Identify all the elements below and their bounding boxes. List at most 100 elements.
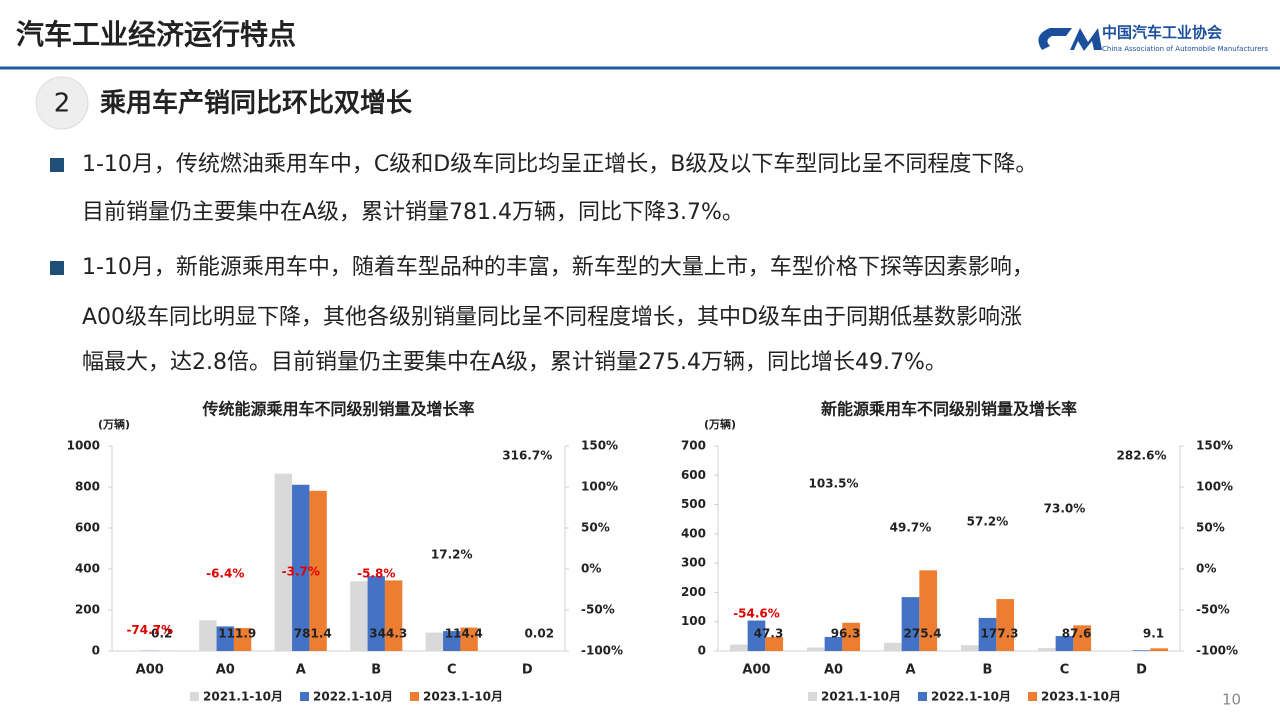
legend-swatch (808, 692, 817, 701)
x-tick-label: A00 (136, 663, 164, 678)
section-number: 2 (54, 89, 71, 119)
x-tick-label: A (296, 663, 306, 678)
bar (443, 631, 461, 651)
y2-tick-label: -50% (581, 603, 615, 617)
y-tick-label: 600 (681, 468, 706, 482)
y-tick-label: 100 (681, 614, 706, 628)
x-tick-label: C (1060, 663, 1070, 678)
legend-label: 2023.1-10月 (1041, 690, 1121, 704)
y2-tick-label: -100% (581, 644, 623, 658)
bar (460, 627, 478, 651)
bullet-text: 1-10月，传统燃油乘用车中，C级和D级车同比均呈正增长，B级及以下车型同比呈不… (82, 152, 1037, 177)
bar (274, 473, 293, 651)
x-tick-label: A (905, 663, 915, 678)
growth-label: 103.5% (809, 477, 859, 491)
y2-tick-label: 150% (581, 439, 618, 453)
y2-tick-label: -100% (1196, 644, 1238, 658)
y2-tick-label: -50% (1196, 603, 1230, 617)
bullet-text: 目前销量仍主要集中在A级，累计销量781.4万辆，同比下降3.7%。 (82, 200, 744, 225)
growth-label: 316.7% (502, 449, 552, 463)
legend-swatch (918, 692, 927, 701)
bar (978, 617, 997, 651)
y-axis-label: (万辆) (704, 417, 736, 431)
legend-label: 2022.1-10月 (313, 690, 393, 704)
bar (883, 642, 902, 651)
x-tick-label: A0 (824, 663, 843, 678)
data-label: 344.3 (369, 627, 407, 641)
y-tick-label: 1000 (67, 439, 100, 453)
bar (350, 581, 368, 651)
growth-label: 57.2% (967, 515, 1009, 529)
x-tick-label: A00 (742, 663, 770, 678)
y2-tick-label: 50% (1196, 521, 1225, 535)
bar (842, 622, 861, 651)
bar (425, 632, 444, 651)
data-label: 0.02 (524, 627, 554, 641)
data-label: 111.9 (218, 627, 256, 641)
bullet-marker (50, 158, 64, 172)
y-tick-label: 400 (681, 526, 706, 540)
y2-tick-label: 100% (581, 480, 618, 494)
legend-swatch (1028, 692, 1037, 701)
legend-label: 2022.1-10月 (931, 690, 1011, 704)
y-tick-label: 800 (75, 480, 100, 494)
legend-swatch (300, 692, 309, 701)
bar (747, 620, 766, 651)
data-label: 177.3 (981, 627, 1019, 641)
growth-label: -5.8% (357, 566, 395, 580)
data-label: 0.2 (151, 627, 172, 641)
growth-label: 282.6% (1117, 449, 1167, 463)
bar (216, 626, 234, 651)
logo-subtitle: China Association of Automobile Manufact… (1102, 45, 1268, 53)
page-number: 10 (1222, 691, 1241, 709)
bar (729, 644, 748, 651)
bar (960, 645, 979, 651)
chart-title: 新能源乘用车不同级别销量及增长率 (821, 400, 1077, 419)
growth-label: 17.2% (431, 547, 473, 561)
legend-label: 2023.1-10月 (423, 690, 503, 704)
bar (919, 570, 938, 651)
y-tick-label: 200 (75, 603, 100, 617)
bullet-marker (50, 261, 64, 275)
y-tick-label: 500 (681, 497, 706, 511)
x-tick-label: B (371, 663, 381, 678)
data-label: 9.1 (1143, 627, 1164, 641)
x-tick-label: C (447, 663, 457, 678)
logo-mark (1038, 28, 1102, 51)
bar (292, 484, 310, 651)
x-tick-label: A0 (216, 663, 235, 678)
bullet-text: 1-10月，新能源乘用车中，随着车型品种的丰富，新车型的大量上市，车型价格下探等… (82, 255, 1034, 280)
data-label: 47.3 (754, 627, 784, 641)
x-tick-label: B (983, 663, 993, 678)
bullet-text: A00级车同比明显下降，其他各级别销量同比呈不同程度增长，其中D级车由于同期低基… (82, 305, 1022, 330)
y-tick-label: 600 (75, 521, 100, 535)
bar (765, 637, 784, 651)
logo-name: 中国汽车工业协会 (1102, 24, 1222, 42)
growth-label: -6.4% (206, 567, 244, 581)
bar (901, 597, 920, 651)
bar (199, 620, 217, 651)
data-label: 87.6 (1062, 627, 1092, 641)
x-tick-label: D (522, 663, 533, 678)
y2-tick-label: 0% (1196, 562, 1216, 576)
bar (1055, 636, 1074, 651)
bar (367, 576, 385, 651)
bar (1037, 648, 1056, 651)
bar (996, 599, 1015, 651)
y-tick-label: 0 (92, 644, 100, 658)
data-label: 781.4 (294, 627, 332, 641)
bar (384, 580, 403, 651)
data-label: 96.3 (831, 627, 861, 641)
growth-label: -3.7% (282, 565, 320, 579)
growth-label: -54.6% (733, 606, 780, 620)
growth-label: -74.7% (126, 623, 173, 637)
y-tick-label: 300 (681, 556, 706, 570)
bar (309, 490, 327, 651)
y-axis-label: (万辆) (98, 417, 130, 431)
bar (1073, 625, 1092, 651)
legend-label: 2021.1-10月 (203, 690, 283, 704)
x-tick-label: D (1136, 663, 1147, 678)
data-label: 275.4 (904, 627, 942, 641)
